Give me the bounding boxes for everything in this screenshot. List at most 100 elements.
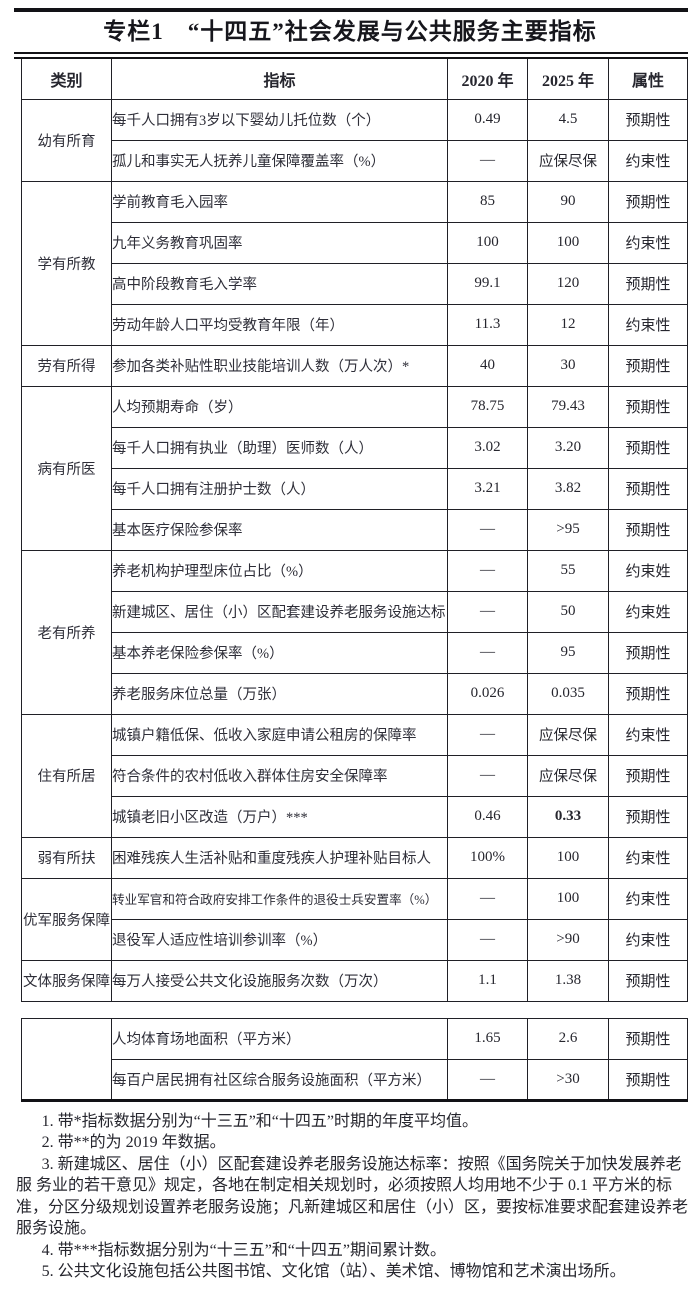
footnote: 2. 带**的为 2019 年数据。 (41, 1134, 226, 1151)
header-category: 类别 (21, 59, 112, 100)
category-cell: 学有所教 (21, 180, 112, 346)
value-2020-cell: 40 (447, 344, 528, 387)
table-row: 城镇老旧小区改造（万户）*** 0.46 0.33 预期性 (22, 795, 688, 838)
value-2020-cell: — (447, 713, 528, 756)
table-row: 人均体育场地面积（平方米） 1.65 2.6 预期性 (21, 1017, 688, 1101)
footnote: 4. 带***指标数据分别为“十三五”和“十四五”期间累计数。 (41, 1241, 447, 1259)
attribute-cell: 预期性 (608, 467, 688, 510)
table-row: 新建城区、居住（小）区配套建设养老服务设施达标 —50 约束姓 (22, 590, 688, 633)
attribute-cell: 预期性 (608, 262, 688, 305)
attribute-cell: 预期性 (608, 426, 688, 469)
attribute-cell: 约束性 (608, 918, 688, 961)
indicator-cell: 退役军人适应性培训参训率（%） (111, 918, 448, 961)
header-row: 类别 指标 2020 年 2025 年 属性 (21, 59, 688, 100)
indicator-cell: 养老机构护理型床位占比（%） (111, 549, 448, 592)
indicator-cell: 每百户居民拥有社区综合服务设施面积（平方米） (111, 1058, 448, 1101)
value-2025-cell: 2.6 (527, 1017, 609, 1060)
value-2020-cell: 99.1 (447, 262, 528, 305)
header-attribute: 属性 (608, 59, 688, 100)
value-2025-cell: 100 (527, 836, 609, 879)
category-cell: 病有所医 (21, 385, 112, 551)
indicator-cell: 每万人接受公共文化设施服务次数（万次） (111, 959, 448, 1002)
value-2020-cell: 11.3 (447, 303, 528, 346)
indicator-cell: 新建城区、居住（小）区配套建设养老服务设施达标 (111, 590, 448, 633)
table-row: 住有所居 城镇户籍低保、低收入家庭申请公租房的保障率 — 应保尽保 约束性 (21, 713, 688, 838)
value-2025-cell: 100 (527, 877, 609, 920)
value-2025-cell: >30 (527, 1058, 609, 1101)
attribute-cell: 预期性 (608, 344, 688, 387)
table-row: 病有所医 人均预期寿命（岁） 78.75 79.43 预期性 (21, 385, 688, 551)
attribute-cell: 预期性 (608, 795, 688, 838)
indicator-cell: 困难残疾人生活补贴和重度残疾人护理补贴目标人 (111, 836, 448, 879)
value-2020-cell: — (447, 139, 528, 182)
value-2025-cell: 50 (527, 590, 609, 633)
value-2025-cell: 3.20 (527, 426, 609, 469)
top-rule (14, 8, 688, 12)
table-row: 每千人口拥有执业（助理）医师数（人） 3.02 3.20 预期性 (22, 426, 688, 469)
table-row: 九年义务教育巩固率 100 100 约束性 (22, 221, 688, 264)
value-2020-cell: 0.026 (447, 672, 528, 715)
indicator-cell: 城镇户籍低保、低收入家庭申请公租房的保障率 (111, 713, 448, 756)
value-2020-cell: 100% (447, 836, 528, 879)
indicator-cell: 学前教育毛入园率 (111, 180, 448, 223)
table-row: 孤儿和事实无人抚养儿童保障覆盖率（%） — 应保尽保 约束性 (22, 139, 688, 182)
value-2025-cell: 应保尽保 (527, 713, 609, 756)
value-2020-cell: 1.1 (447, 959, 528, 1002)
attribute-cell: 约束性 (608, 713, 688, 756)
value-2020-cell: — (447, 508, 528, 551)
page-title: 专栏1 “十四五”社会发展与公共服务主要指标 (103, 19, 597, 44)
indicator-cell: 城镇老旧小区改造（万户）*** (111, 795, 448, 838)
value-2025-cell: >90 (527, 918, 609, 961)
value-2020-cell: — (447, 754, 528, 797)
value-2025-cell: 120 (527, 262, 609, 305)
value-2020-cell: 3.02 (447, 426, 528, 469)
indicator-cell: 高中阶段教育毛入学率 (111, 262, 448, 305)
table-row: 学有所教 学前教育毛入园率 85 90 预期性 (21, 180, 688, 346)
value-2020-cell: — (447, 877, 528, 920)
attribute-cell: 约束性 (608, 221, 688, 264)
header-2025: 2025 年 (527, 59, 609, 100)
value-2020-cell: — (447, 1058, 528, 1101)
indicator-cell: 参加各类补贴性职业技能培训人数（万人次）* (111, 344, 448, 387)
table-row: 老有所养 养老机构护理型床位占比（%） —55 约束姓 (21, 549, 688, 715)
value-2025-cell: 1.38 (527, 959, 609, 1002)
value-2020-cell: 0.46 (447, 795, 528, 838)
value-2020-cell: — (447, 631, 528, 674)
attribute-cell: 预期性 (608, 385, 688, 428)
value-2025-cell: >95 (527, 508, 609, 551)
footnote: 5. 公共文化设施包括公共图书馆、文化馆（站）、美术馆、博物馆和艺术演出场所。 (41, 1263, 626, 1280)
indicator-cell: 九年义务教育巩固率 (111, 221, 448, 264)
footnote: 1. 带*指标数据分别为“十三五”和“十四五”时期的年度平均值。 (41, 1112, 479, 1130)
value-2025-cell: 0.035 (527, 672, 609, 715)
indicator-cell: 人均体育场地面积（平方米） (111, 1017, 448, 1060)
indicator-cell: 每千人口拥有执业（助理）医师数（人） (111, 426, 448, 469)
value-2020-cell: — (447, 918, 528, 961)
category-cell: 住有所居 (21, 713, 112, 838)
header-indicator: 指标 (111, 59, 448, 100)
table-row: 劳动年龄人口平均受教育年限（年） 11.3 12 约束性 (22, 303, 688, 346)
value-2025-cell: 79.43 (527, 385, 609, 428)
category-cell: 老有所养 (21, 549, 112, 715)
title-divider-rule (14, 52, 688, 59)
table-body: 幼有所育 每千人口拥有3岁以下婴幼儿托位数（个） 0.49 4.5 预期性 孤儿和事实无人… (21, 98, 688, 1002)
value-2020-cell: 3.21 (447, 467, 528, 510)
indicator-cell: 基本医疗保险参保率 (111, 508, 448, 551)
footnotes: 1. 带*指标数据分别为“十三五”和“十四五”时期的年度平均值。 2. 带**的为… (16, 1111, 688, 1283)
value-2020-cell: — (447, 549, 528, 592)
value-2020-cell: 0.49 (447, 98, 528, 141)
indicator-cell: 养老服务床位总量（万张） (111, 672, 448, 715)
footnote: 3. 新建城区、居住（小）区配套建设养老服务设施达标率：按照《国务院关于加快发展… (16, 1155, 689, 1238)
attribute-cell: 预期性 (608, 672, 688, 715)
value-2025-cell: 90 (527, 180, 609, 223)
category-cell (21, 1017, 112, 1101)
value-2020-cell: 100 (447, 221, 528, 264)
value-2025-cell: 应保尽保 (527, 754, 609, 797)
table-row: 基本医疗保险参保率 — >95 预期性 (22, 508, 688, 551)
category-cell: 弱有所扶 (21, 836, 112, 879)
attribute-cell: 预期性 (608, 631, 688, 674)
indicator-cell: 符合条件的农村低收入群体住房安全保障率 (111, 754, 448, 797)
table-gap (0, 1002, 700, 1018)
value-2025-cell: 12 (527, 303, 609, 346)
value-2025-cell: 4.5 (527, 98, 609, 141)
